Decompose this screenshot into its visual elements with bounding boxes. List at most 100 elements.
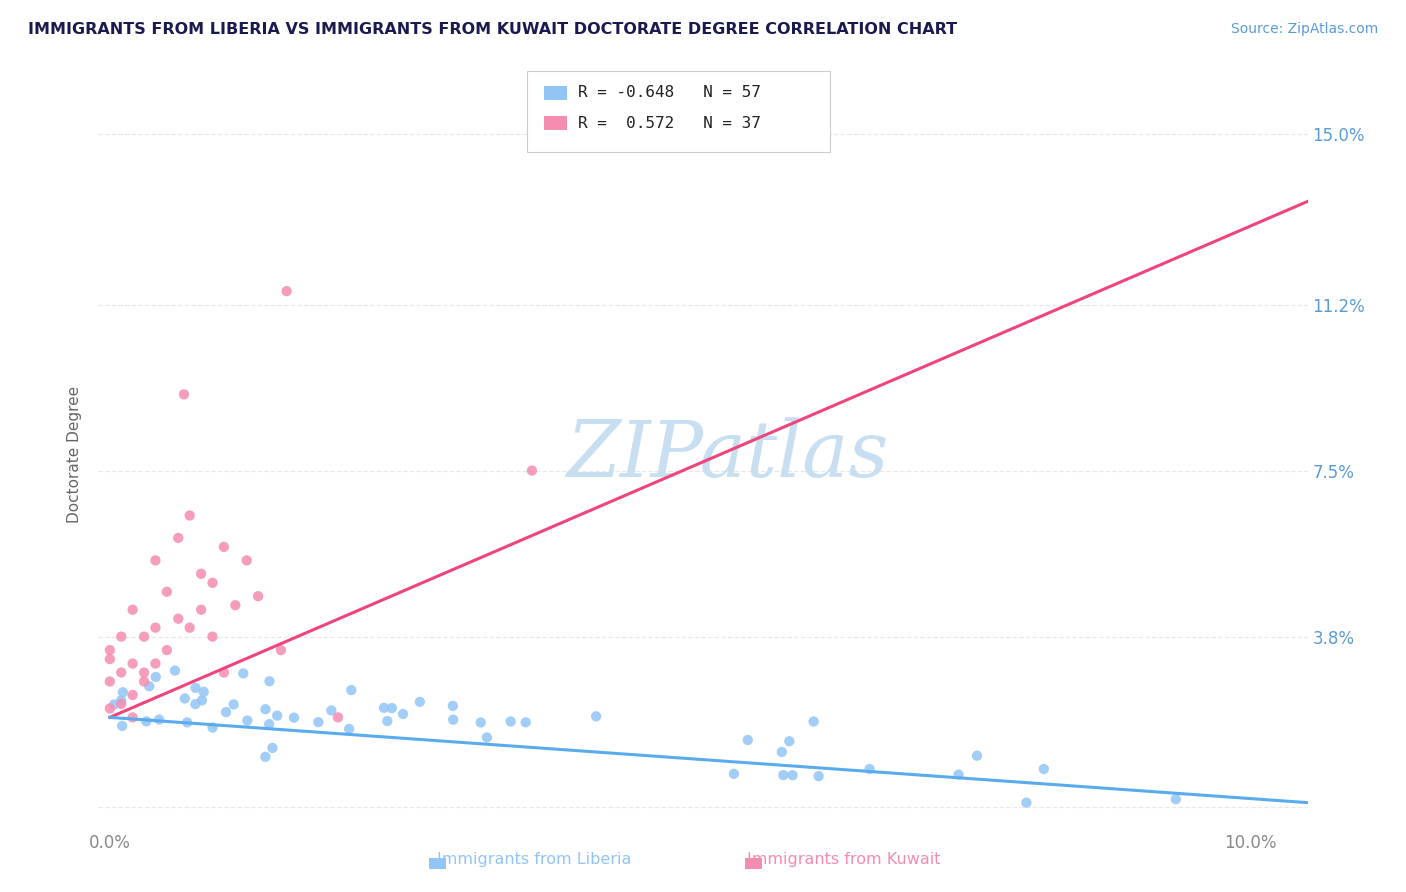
Text: Immigrants from Liberia: Immigrants from Liberia [437, 852, 631, 867]
Point [266, 708, 288, 723]
Point [1164, 792, 1187, 806]
Point [145, 670, 167, 684]
Point [148, 713, 170, 727]
Point [373, 700, 395, 714]
Point [98, 701, 121, 715]
Point [441, 713, 464, 727]
Point [948, 767, 970, 781]
Point [179, 508, 201, 523]
Point [409, 695, 432, 709]
Point [215, 705, 238, 719]
Point [283, 711, 305, 725]
Text: ZIPatlas: ZIPatlas [567, 417, 889, 493]
Point [803, 714, 825, 729]
Point [441, 698, 464, 713]
Point [176, 715, 198, 730]
Point [98, 643, 121, 657]
Point [121, 603, 143, 617]
Point [222, 698, 245, 712]
Point [98, 652, 121, 666]
Point [212, 540, 235, 554]
Point [247, 589, 270, 603]
Point [121, 710, 143, 724]
Point [110, 630, 132, 644]
Point [167, 531, 190, 545]
Point [276, 284, 298, 298]
Point [499, 714, 522, 729]
Point [121, 688, 143, 702]
Point [807, 769, 830, 783]
Point [254, 702, 277, 716]
Point [966, 748, 988, 763]
Point [254, 749, 277, 764]
Y-axis label: Doctorate Degree: Doctorate Degree [67, 386, 83, 524]
Point [340, 683, 363, 698]
Point [191, 693, 214, 707]
Point [156, 643, 179, 657]
Point [321, 704, 343, 718]
Point [111, 719, 134, 733]
Point [337, 722, 360, 736]
Point [145, 621, 167, 635]
Point [135, 714, 157, 729]
Text: IMMIGRANTS FROM LIBERIA VS IMMIGRANTS FROM KUWAIT DOCTORATE DEGREE CORRELATION C: IMMIGRANTS FROM LIBERIA VS IMMIGRANTS FR… [28, 22, 957, 37]
Point [381, 701, 404, 715]
Point [167, 612, 190, 626]
Point [190, 566, 212, 581]
Point [145, 657, 167, 671]
Point [475, 731, 498, 745]
Point [782, 768, 804, 782]
Point [156, 584, 179, 599]
Point [1015, 796, 1038, 810]
Point [179, 621, 201, 635]
Point [778, 734, 800, 748]
Point [392, 706, 415, 721]
Point [163, 664, 186, 678]
Point [772, 768, 794, 782]
Point [132, 630, 155, 644]
Text: Source: ZipAtlas.com: Source: ZipAtlas.com [1230, 22, 1378, 37]
Point [103, 698, 125, 712]
Point [201, 630, 224, 644]
Point [262, 741, 284, 756]
Point [110, 697, 132, 711]
Point [184, 697, 207, 711]
Point [375, 714, 398, 728]
Point [145, 553, 167, 567]
Point [138, 679, 160, 693]
Point [184, 681, 207, 695]
Point [110, 693, 132, 707]
Point [190, 603, 212, 617]
Point [259, 674, 281, 689]
Point [193, 685, 215, 699]
Point [232, 666, 254, 681]
Point [121, 657, 143, 671]
Point [132, 665, 155, 680]
Point [723, 767, 745, 781]
Point [515, 715, 537, 730]
Point [235, 553, 257, 567]
Point [858, 762, 880, 776]
Point [737, 733, 759, 747]
Point [770, 745, 793, 759]
Point [132, 674, 155, 689]
Point [307, 715, 329, 730]
Point [470, 715, 492, 730]
Point [585, 709, 607, 723]
Point [201, 721, 224, 735]
Text: R = -0.648   N = 57: R = -0.648 N = 57 [578, 86, 761, 100]
Point [236, 714, 259, 728]
Text: R =  0.572   N = 37: R = 0.572 N = 37 [578, 116, 761, 130]
Point [520, 464, 543, 478]
Point [111, 685, 134, 699]
Text: Immigrants from Kuwait: Immigrants from Kuwait [747, 852, 941, 867]
Point [173, 691, 195, 706]
Point [173, 387, 195, 401]
Point [110, 665, 132, 680]
Point [1032, 762, 1054, 776]
Point [326, 710, 349, 724]
Point [224, 599, 246, 613]
Point [257, 717, 280, 731]
Point [201, 575, 224, 590]
Point [212, 665, 235, 680]
